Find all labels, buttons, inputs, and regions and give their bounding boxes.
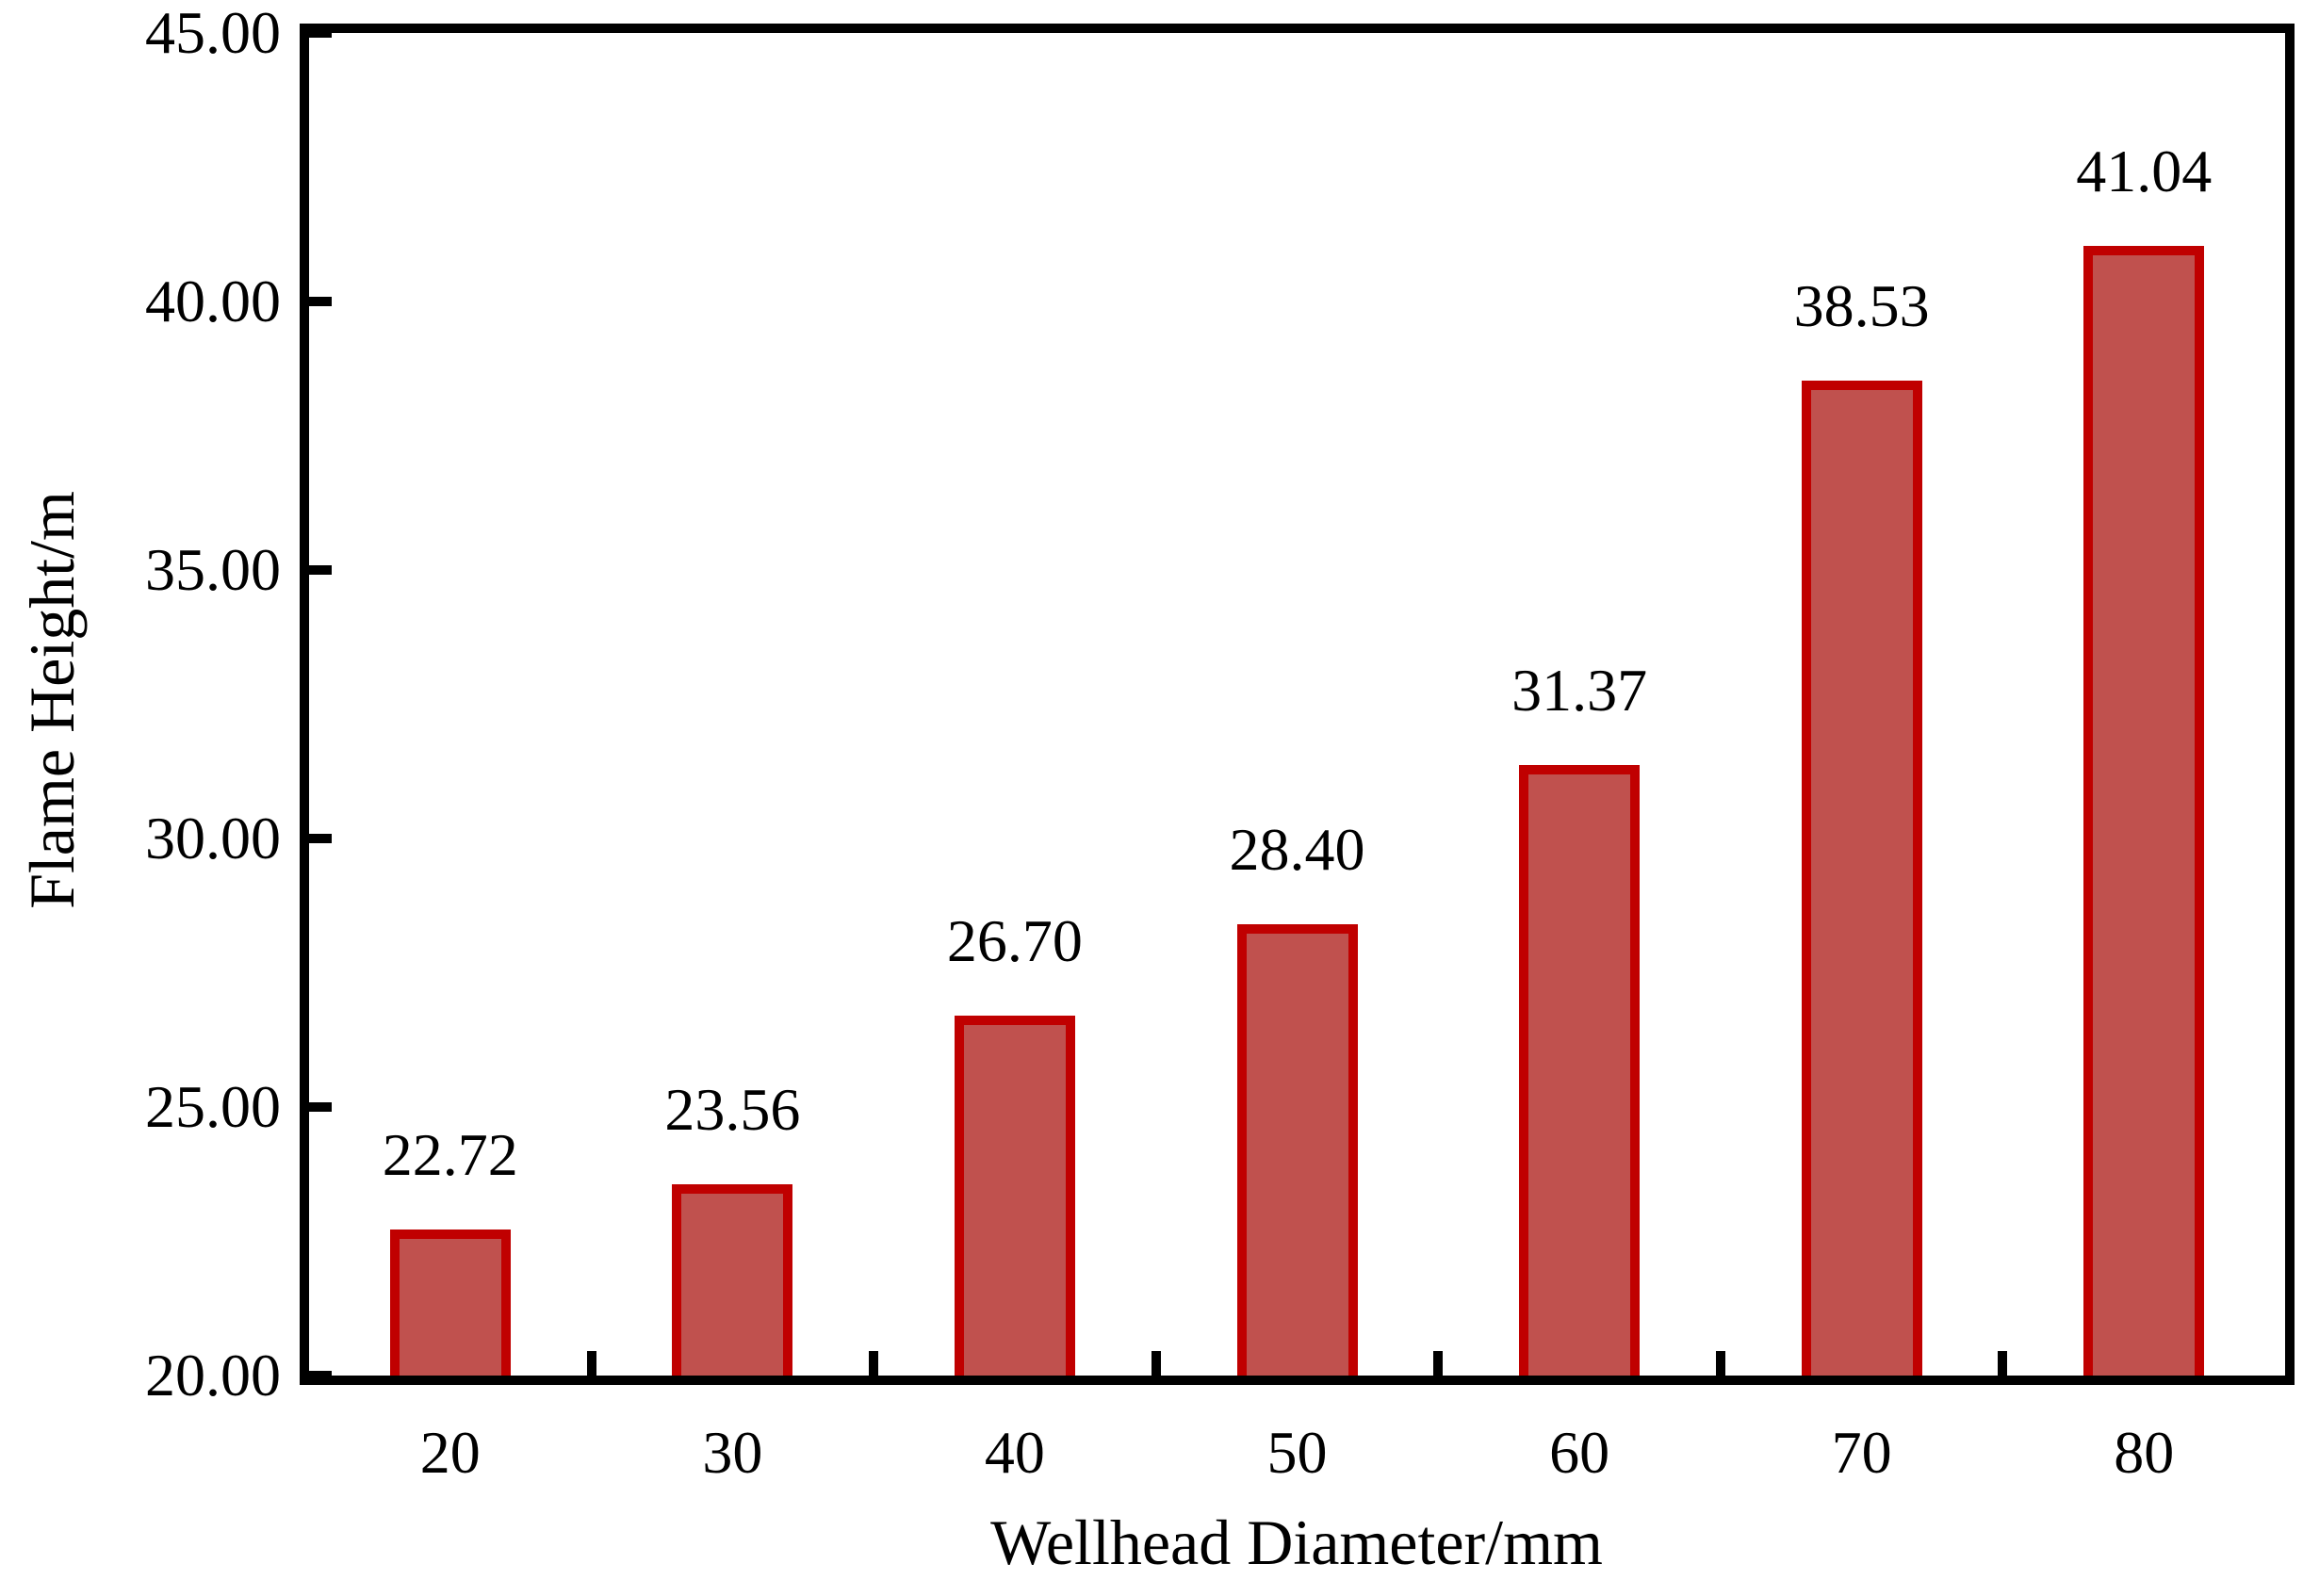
x-axis-category-label-60: 60 bbox=[1549, 1419, 1610, 1486]
x-axis-category-label-80: 80 bbox=[2114, 1419, 2175, 1486]
y-axis-tick-label: 40.00 bbox=[145, 268, 281, 334]
x-axis-category-label-40: 40 bbox=[984, 1419, 1045, 1486]
bar-70 bbox=[1801, 380, 1922, 1376]
x-axis-category-label-70: 70 bbox=[1831, 1419, 1892, 1486]
bar-40 bbox=[954, 1016, 1075, 1376]
y-axis-tick bbox=[309, 1102, 332, 1112]
bar-value-label-30: 23.56 bbox=[664, 1076, 801, 1144]
x-axis-category-label-50: 50 bbox=[1266, 1419, 1328, 1486]
y-axis-tick-label: 25.00 bbox=[145, 1073, 281, 1140]
bar-value-label-20: 22.72 bbox=[382, 1120, 518, 1188]
bar-value-label-50: 28.40 bbox=[1229, 816, 1365, 884]
bar-20 bbox=[389, 1229, 511, 1376]
y-axis-tick-label: 45.00 bbox=[145, 0, 281, 66]
bar-value-label-70: 38.53 bbox=[1793, 271, 1930, 339]
y-axis-title: Flame Height/m bbox=[16, 491, 88, 909]
x-axis-tick bbox=[869, 1351, 879, 1376]
bar-value-label-40: 26.70 bbox=[946, 907, 1083, 975]
y-axis-tick bbox=[309, 834, 332, 843]
bar-value-label-60: 31.37 bbox=[1511, 656, 1648, 724]
bar-60 bbox=[1519, 764, 1641, 1376]
x-axis-title: Wellhead Diameter/mm bbox=[990, 1506, 1603, 1578]
y-axis-tick bbox=[309, 297, 332, 306]
y-axis-tick-label: 30.00 bbox=[145, 805, 281, 871]
x-axis-tick bbox=[1151, 1351, 1161, 1376]
x-axis-tick bbox=[586, 1351, 596, 1376]
y-axis-tick bbox=[309, 28, 332, 38]
y-axis-tick bbox=[309, 565, 332, 575]
bar-30 bbox=[672, 1184, 793, 1376]
x-axis-category-label-30: 30 bbox=[702, 1419, 763, 1486]
bar-80 bbox=[2083, 245, 2205, 1376]
x-axis-tick bbox=[1715, 1351, 1725, 1376]
x-axis-category-label-20: 20 bbox=[419, 1419, 481, 1486]
bar-50 bbox=[1236, 924, 1358, 1376]
y-axis-tick bbox=[309, 1371, 332, 1380]
y-axis-tick-label: 20.00 bbox=[145, 1342, 281, 1409]
x-axis-tick bbox=[1998, 1351, 2008, 1376]
x-axis-tick bbox=[1433, 1351, 1444, 1376]
y-axis-tick-label: 35.00 bbox=[145, 536, 281, 603]
bar-value-label-80: 41.04 bbox=[2076, 137, 2213, 204]
